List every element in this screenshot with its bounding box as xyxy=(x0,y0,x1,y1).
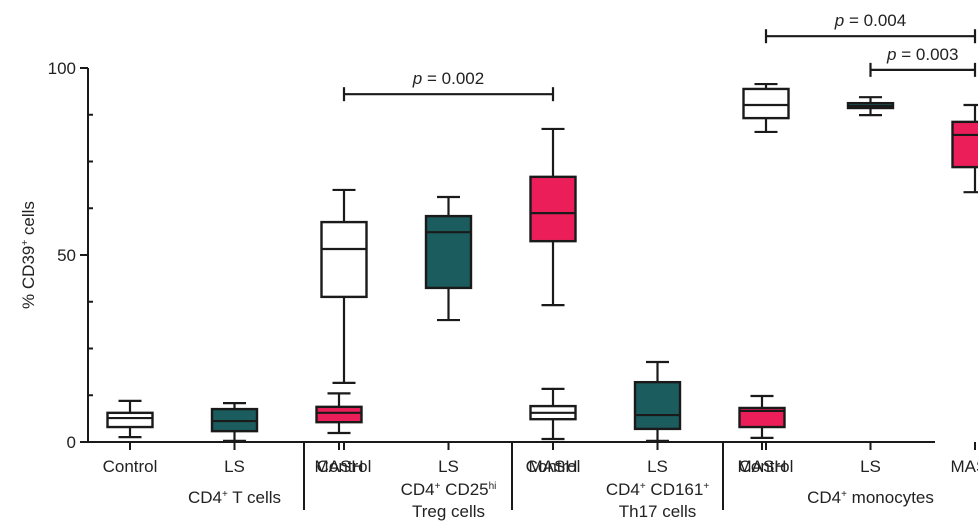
x-category-label: LS xyxy=(860,457,881,476)
x-category-label: Control xyxy=(103,457,158,476)
box-series xyxy=(106,82,978,442)
group-label-text: CD4 xyxy=(401,480,435,499)
p-symbol: p xyxy=(834,11,844,30)
group-label-superscript: + xyxy=(640,481,646,492)
x-category-label: Control xyxy=(317,457,372,476)
significance-bracket: p = 0.004 xyxy=(764,11,977,44)
group-label-text: CD25 xyxy=(440,480,488,499)
group-label: CD4+ monocytes xyxy=(807,488,934,507)
significance-bracket: p = 0.003 xyxy=(869,45,977,77)
group-label-superscript: + xyxy=(703,481,709,492)
box-group xyxy=(320,127,577,385)
box-mash xyxy=(738,406,786,429)
group-label: CD4+ CD161+ xyxy=(606,480,710,499)
x-category-label: LS xyxy=(224,457,245,476)
box-control xyxy=(742,87,790,120)
group-label-superscript: + xyxy=(435,481,441,492)
group-label: CD4+ T cells xyxy=(188,488,281,507)
y-title-text: % CD39 xyxy=(19,246,38,309)
p-value: = 0.003 xyxy=(897,45,959,64)
group-label: Th17 cells xyxy=(619,502,696,521)
x-category-label: Control xyxy=(526,457,581,476)
y-axis: 0 50 100 xyxy=(48,59,93,452)
box-mash xyxy=(315,405,363,424)
box-group xyxy=(742,82,978,194)
box-group xyxy=(529,360,786,442)
box-ls xyxy=(424,214,473,290)
y-tick-label: 100 xyxy=(48,59,76,78)
box-control xyxy=(320,220,368,299)
x-category-label: MASH xyxy=(314,457,363,476)
group-label-text: CD4 xyxy=(606,480,640,499)
group-label-text: Treg cells xyxy=(412,502,485,521)
y-axis-title: % CD39+ cells xyxy=(19,201,38,309)
box-mash xyxy=(951,120,978,169)
group-label-text: monocytes xyxy=(847,488,934,507)
y-title-superscript: + xyxy=(20,240,31,246)
x-category-label: MASH xyxy=(950,457,978,476)
box-mash xyxy=(529,175,577,243)
p-value: = 0.004 xyxy=(844,11,906,30)
x-category-label: LS xyxy=(438,457,459,476)
p-value-label: p = 0.003 xyxy=(886,45,958,64)
group-label-text: CD4 xyxy=(188,488,222,507)
p-value-label: p = 0.002 xyxy=(412,69,484,88)
p-value-label: p = 0.004 xyxy=(834,11,906,30)
x-category-label: MASH xyxy=(528,457,577,476)
group-label-text: CD161 xyxy=(646,480,704,499)
box-ls xyxy=(633,380,682,431)
group-label-superscript: + xyxy=(841,489,847,500)
group-label-text: Th17 cells xyxy=(619,502,696,521)
group-label-superscript: hi xyxy=(489,481,497,492)
group-label-text: CD4 xyxy=(807,488,841,507)
box-control xyxy=(106,411,154,429)
p-symbol: p xyxy=(412,69,422,88)
significance-bracket: p = 0.002 xyxy=(342,69,555,102)
group-label: CD4+ CD25hi xyxy=(401,480,497,499)
group-label-text: T cells xyxy=(228,488,281,507)
y-tick-label: 50 xyxy=(57,246,76,265)
x-category-label: MASH xyxy=(737,457,786,476)
group-label-superscript: + xyxy=(222,489,228,500)
x-category-label: LS xyxy=(647,457,668,476)
box-group xyxy=(106,392,363,442)
p-symbol: p xyxy=(886,45,896,64)
x-category-label: Control xyxy=(739,457,794,476)
group-label: Treg cells xyxy=(412,502,485,521)
y-tick-label: 0 xyxy=(67,433,76,452)
p-value: = 0.002 xyxy=(422,69,484,88)
y-title-text: cells xyxy=(19,201,38,240)
